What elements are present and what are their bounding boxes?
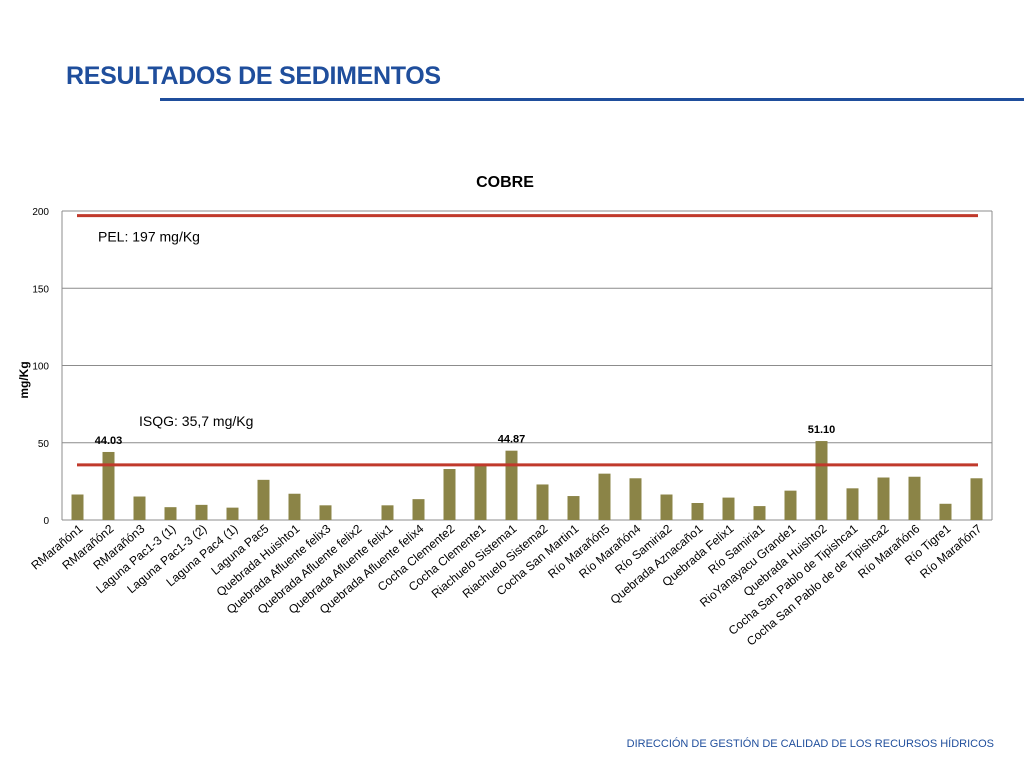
y-axis-label: mg/Kg — [17, 361, 31, 398]
y-tick-label: 0 — [43, 516, 49, 527]
data-labels: 44.03 44.87 51.10 — [95, 424, 836, 447]
bar — [660, 494, 673, 520]
reference-lines: PEL: 197 mg/Kg ISQG: 35,7 mg/Kg — [77, 214, 978, 467]
bar — [784, 490, 797, 520]
bar — [536, 484, 549, 520]
data-label: 44.87 — [498, 434, 526, 446]
bars — [71, 441, 983, 520]
bar — [288, 493, 301, 520]
bar — [102, 451, 115, 520]
bar — [815, 441, 828, 520]
y-tick-label: 200 — [32, 207, 49, 218]
bar — [877, 477, 890, 520]
bar — [226, 507, 239, 520]
y-tick-label: 150 — [32, 284, 49, 295]
bar — [722, 497, 735, 520]
y-tick-label: 100 — [32, 362, 49, 373]
chart-title: COBRE — [476, 174, 534, 191]
bar — [567, 496, 580, 520]
bar — [970, 478, 983, 520]
bar — [908, 476, 921, 520]
bar — [474, 464, 487, 520]
data-label: 44.03 — [95, 435, 123, 447]
bar — [195, 504, 208, 520]
bar — [133, 496, 146, 520]
bar — [257, 479, 270, 520]
y-tick-label: 50 — [38, 439, 50, 450]
bar — [939, 503, 952, 520]
bar — [846, 488, 859, 520]
bar — [629, 478, 642, 520]
bar — [71, 494, 84, 520]
data-label: 51.10 — [808, 424, 836, 436]
bar — [691, 503, 704, 520]
reference-line-label: ISQG: 35,7 mg/Kg — [139, 413, 253, 429]
footer-text: DIRECCIÓN DE GESTIÓN DE CALIDAD DE LOS R… — [626, 738, 994, 750]
gridlines — [61, 210, 993, 521]
y-tick-labels: 0 50 100 150 200 — [32, 207, 49, 527]
bar — [598, 473, 611, 520]
bar — [443, 469, 456, 520]
bar — [753, 506, 766, 520]
bar — [381, 505, 394, 520]
title-rule — [160, 98, 1024, 101]
bar — [164, 507, 177, 520]
reference-line-label: PEL: 197 mg/Kg — [98, 229, 200, 245]
bar — [505, 450, 518, 520]
bar — [412, 499, 425, 520]
bar — [319, 505, 332, 520]
slide-title: RESULTADOS DE SEDIMENTOS — [66, 62, 441, 90]
